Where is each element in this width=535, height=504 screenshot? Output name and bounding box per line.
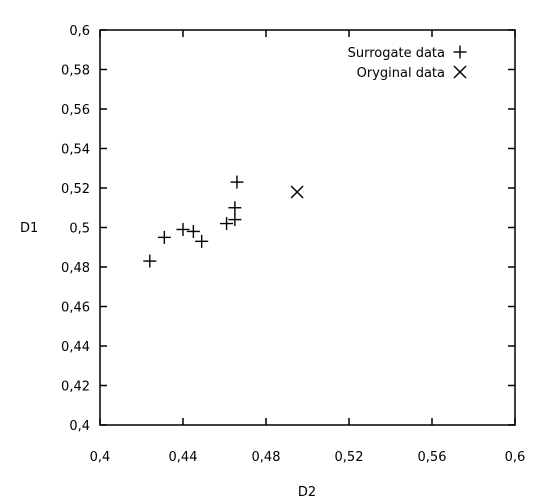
plot-frame (99, 29, 516, 426)
y-tick-label: 0,48 (61, 261, 90, 276)
y-tick-label: 0,6 (69, 24, 90, 39)
y-tick-label: 0,52 (61, 182, 90, 197)
legend-label: Oryginal data (357, 66, 445, 81)
data-points (143, 175, 304, 268)
y-tick-label: 0,4 (69, 419, 90, 434)
y-tick-label: 0,44 (61, 340, 90, 355)
legend-label: Surrogate data (348, 46, 445, 61)
surrogate-data-point (228, 201, 242, 215)
original-data-point (290, 185, 304, 199)
surrogate-data-point (143, 254, 157, 268)
x-axis-title: D2 (298, 485, 316, 500)
x-tick-label: 0,44 (169, 450, 198, 465)
y-tick-label: 0,54 (61, 143, 90, 158)
surrogate-data-point (230, 175, 244, 189)
x-tick-label: 0,6 (505, 450, 526, 465)
surrogate-data-point (228, 213, 242, 227)
axis-tick-labels: 0,4 0,44 0,48 0,52 0,56 0,6 0,4 0,42 0,44 0,46 0,4… (61, 24, 525, 465)
surrogate-data-point (220, 217, 234, 231)
surrogate-data-point (176, 222, 190, 236)
legend-plus-marker (453, 45, 467, 59)
x-tick-label: 0,52 (335, 450, 364, 465)
y-tick-label: 0,42 (61, 380, 90, 395)
y-tick-label: 0,46 (61, 301, 90, 316)
x-tick-label: 0,4 (90, 450, 111, 465)
surrogate-data-point (195, 234, 209, 248)
y-tick-label: 0,5 (69, 222, 90, 237)
legend: Surrogate data Oryginal data (348, 45, 467, 81)
surrogate-data-point (186, 224, 200, 238)
axis-ticks (99, 29, 516, 426)
x-tick-label: 0,48 (252, 450, 281, 465)
surrogate-data-point (157, 230, 171, 244)
x-tick-label: 0,56 (418, 450, 447, 465)
y-tick-label: 0,58 (61, 64, 90, 79)
legend-cross-marker (453, 65, 467, 79)
y-tick-label: 0,56 (61, 103, 90, 118)
y-axis-title: D1 (20, 221, 38, 236)
